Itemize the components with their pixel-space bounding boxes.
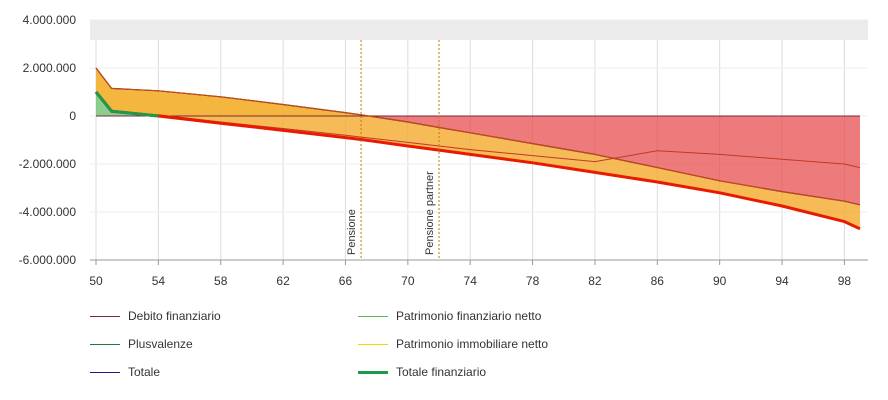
legend-item-patrimonio-finanziario-netto[interactable]: Patrimonio finanziario netto xyxy=(358,302,541,330)
x-tick-label: 66 xyxy=(339,274,353,288)
area-plusvalenze xyxy=(96,68,860,229)
legend-label: Debito finanziario xyxy=(128,309,221,323)
y-tick-label: 2.000.000 xyxy=(23,61,77,75)
legend-swatch xyxy=(90,343,120,345)
legend-label: Totale finanziario xyxy=(396,365,487,379)
legend-item-plusvalenze[interactable]: Plusvalenze xyxy=(90,330,193,358)
area-debito-finanziario xyxy=(96,116,860,205)
x-tick-label: 62 xyxy=(276,274,290,288)
plot-top-band xyxy=(90,20,868,40)
x-tick-label: 98 xyxy=(838,274,852,288)
marker-label-1: Pensione xyxy=(346,209,358,255)
legend-item-totale[interactable]: Totale xyxy=(90,358,160,386)
legend: Debito finanziario Patrimonio finanziario… xyxy=(90,302,650,392)
y-tick-label: -6.000.000 xyxy=(19,253,77,267)
x-tick-label: 82 xyxy=(588,274,602,288)
legend-label: Totale xyxy=(128,365,161,379)
legend-label: Plusvalenze xyxy=(128,337,193,351)
x-tick-label: 90 xyxy=(713,274,727,288)
x-tick-label: 58 xyxy=(214,274,228,288)
y-tick-label: -4.000.000 xyxy=(19,205,77,219)
chart-area: Pensione Pensione partner 4.000.000 2.000.… xyxy=(19,13,868,288)
x-tick-label: 78 xyxy=(526,274,540,288)
legend-item-patrimonio-immobiliare-netto[interactable]: Patrimonio immobiliare netto xyxy=(358,330,548,358)
line-patrimonio-immobiliare-netto xyxy=(95,67,861,206)
x-tick-label: 54 xyxy=(152,274,166,288)
legend-swatch xyxy=(90,371,120,373)
marker-label-2: Pensione partner xyxy=(424,171,436,255)
line-totale-finanziario-positive xyxy=(94,91,159,118)
y-tick-label: -2.000.000 xyxy=(19,157,77,171)
x-tick-label: 94 xyxy=(775,274,789,288)
legend-label: Patrimonio finanziario netto xyxy=(396,309,542,323)
legend-swatch xyxy=(90,315,120,317)
x-tick-label: 74 xyxy=(464,274,478,288)
x-tick-label: 50 xyxy=(89,274,103,288)
x-tick-label: 70 xyxy=(401,274,415,288)
line-totale-finanziario xyxy=(94,91,861,231)
legend-item-totale-finanziario[interactable]: Totale finanziario xyxy=(358,358,486,386)
y-tick-label: 0 xyxy=(69,109,76,123)
legend-swatch xyxy=(358,343,388,345)
legend-item-debito-finanziario[interactable]: Debito finanziario xyxy=(90,302,221,330)
legend-swatch xyxy=(358,370,388,374)
legend-label: Patrimonio immobiliare netto xyxy=(396,337,549,351)
y-tick-label: 4.000.000 xyxy=(23,13,77,27)
legend-swatch xyxy=(358,315,388,317)
x-tick-label: 86 xyxy=(651,274,665,288)
